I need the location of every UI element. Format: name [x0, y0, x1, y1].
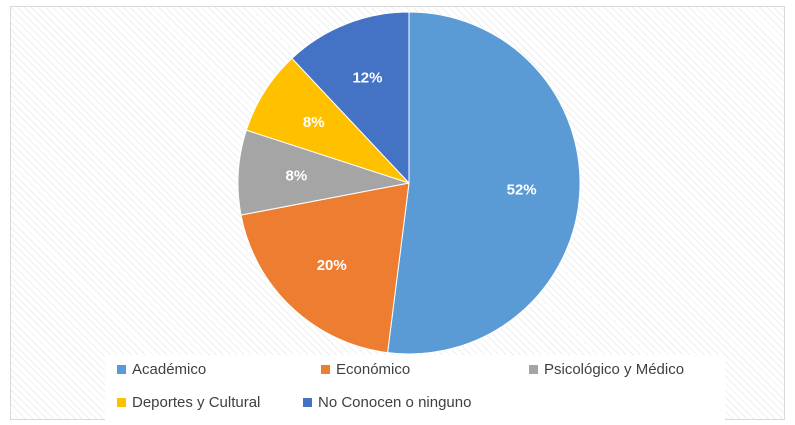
- legend-label: No Conocen o ninguno: [318, 394, 472, 411]
- legend-swatch-academico: [117, 365, 126, 374]
- legend-swatch-economico: [321, 365, 330, 374]
- legend-label: Psicológico y Médico: [544, 361, 685, 378]
- pie-chart: 52% 20% 8% 8% 12%: [237, 11, 581, 355]
- chart-area: 52% 20% 8% 8% 12% Académico Económico Psicol…: [10, 6, 785, 425]
- data-label-academico: 52%: [507, 182, 537, 199]
- data-label-no-conocen-o-ninguno: 12%: [352, 70, 382, 87]
- legend-swatch-no-conocen: [303, 398, 312, 407]
- legend-item-deportes: Deportes y Cultural: [117, 394, 260, 411]
- data-label-economico: 20%: [317, 257, 347, 274]
- legend: Académico Económico Psicológico y Médico…: [105, 355, 725, 425]
- legend-item-academico: Académico: [117, 361, 206, 378]
- legend-swatch-psicologico: [529, 365, 538, 374]
- pie-slice-academico: [387, 11, 581, 355]
- legend-label: Económico: [336, 361, 411, 378]
- data-label-psicologico-y-medico: 8%: [286, 167, 308, 184]
- pie-slice-economico: [240, 182, 410, 354]
- legend-item-no-conocen: No Conocen o ninguno: [303, 394, 471, 411]
- pie-slice-no-conocen-o-ninguno: [291, 11, 410, 185]
- legend-item-psicologico: Psicológico y Médico: [529, 361, 684, 378]
- legend-swatch-deportes: [117, 398, 126, 407]
- legend-item-economico: Económico: [321, 361, 410, 378]
- legend-label: Deportes y Cultural: [132, 394, 261, 411]
- legend-label: Académico: [132, 361, 207, 378]
- data-label-deportes-y-cultural: 8%: [303, 114, 325, 131]
